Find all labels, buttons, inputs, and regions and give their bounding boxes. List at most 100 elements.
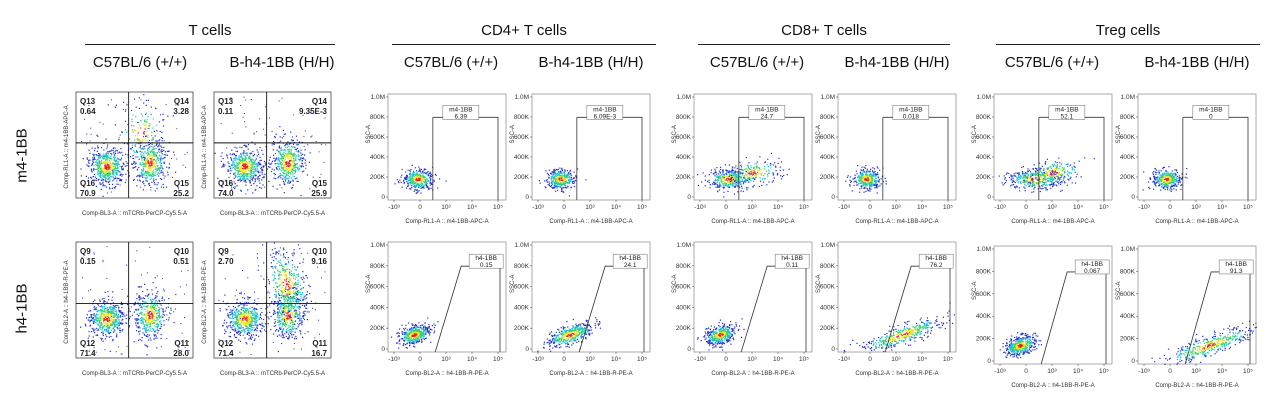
event-dot — [90, 127, 92, 129]
event-dot — [144, 344, 146, 346]
event-dot — [146, 176, 148, 178]
event-dot — [162, 183, 164, 185]
event-dot — [115, 351, 117, 353]
event-dot — [243, 308, 245, 310]
event-dot — [138, 147, 140, 149]
event-dot — [291, 273, 293, 275]
event-dot — [100, 177, 102, 179]
event-dot — [94, 318, 96, 320]
event-dot — [108, 316, 110, 318]
event-dot — [241, 165, 243, 167]
event-dot — [253, 133, 255, 135]
event-dot — [256, 149, 258, 151]
event-dot — [149, 123, 151, 125]
event-dot — [254, 323, 256, 325]
event-dot — [97, 173, 99, 175]
event-dot — [114, 177, 116, 179]
event-dot — [419, 179, 421, 181]
event-dot — [285, 296, 287, 298]
event-dot — [413, 184, 416, 186]
event-dot — [249, 307, 251, 309]
event-dot — [140, 127, 142, 129]
event-dot — [243, 330, 246, 332]
event-dot — [92, 336, 94, 338]
event-dot — [286, 146, 289, 148]
event-dot — [290, 274, 293, 277]
event-dot — [293, 146, 295, 148]
event-dot — [109, 173, 111, 176]
event-dot — [274, 153, 276, 155]
event-dot — [234, 167, 236, 169]
event-dot — [99, 170, 101, 173]
event-dot — [148, 319, 150, 321]
event-dot — [177, 348, 179, 350]
event-dot — [156, 124, 158, 126]
event-dot — [162, 278, 164, 280]
event-dot — [229, 172, 231, 175]
event-dot — [147, 171, 149, 173]
event-dot — [290, 332, 292, 335]
event-dot — [293, 316, 295, 318]
event-dot — [105, 330, 107, 332]
event-dot — [288, 281, 290, 283]
event-dot — [90, 319, 92, 321]
event-dot — [299, 306, 301, 309]
event-dot — [256, 171, 258, 173]
event-dot — [126, 143, 128, 145]
event-dot — [278, 297, 280, 299]
event-dot — [155, 316, 157, 318]
event-dot — [286, 174, 288, 176]
event-dot — [278, 293, 280, 295]
event-dot — [118, 316, 120, 318]
event-dot — [285, 170, 287, 172]
event-dot — [231, 154, 233, 156]
event-dot — [289, 171, 291, 174]
event-dot — [152, 138, 154, 140]
event-dot — [288, 161, 290, 163]
event-dot — [429, 175, 431, 177]
event-dot — [111, 187, 113, 189]
event-dot — [143, 156, 145, 158]
event-dot — [228, 342, 229, 344]
event-dot — [93, 157, 96, 159]
event-dot — [320, 143, 322, 145]
event-dot — [140, 286, 142, 288]
event-dot — [275, 278, 277, 280]
event-dot — [250, 160, 253, 162]
event-dot — [297, 305, 299, 307]
event-dot — [110, 154, 113, 156]
y-tick-label: 800K — [370, 114, 386, 121]
event-dot — [264, 162, 266, 164]
event-dot — [234, 157, 236, 159]
event-dot — [153, 155, 155, 157]
event-dot — [146, 345, 148, 347]
event-dot — [152, 328, 155, 330]
event-dot — [143, 298, 146, 300]
event-dot — [108, 157, 110, 159]
event-dot — [244, 323, 246, 325]
event-dot — [237, 326, 239, 328]
event-dot — [429, 177, 431, 179]
event-dot — [242, 315, 244, 317]
event-dot — [284, 274, 286, 276]
event-dot — [305, 304, 307, 306]
event-dot — [102, 156, 104, 158]
event-dot — [153, 159, 155, 161]
x-axis-label: Comp-BL3-A :: mTCRb-PerCP-Cy5.5-A — [82, 211, 187, 217]
event-dot — [249, 156, 251, 158]
event-dot — [94, 332, 96, 334]
event-dot — [233, 323, 235, 325]
event-dot — [278, 294, 281, 296]
event-dot — [285, 144, 287, 146]
event-dot — [92, 176, 94, 178]
event-dot — [121, 169, 123, 171]
event-dot — [119, 331, 121, 333]
event-dot — [228, 314, 230, 316]
event-dot — [88, 159, 90, 161]
event-dot — [151, 131, 153, 133]
event-dot — [285, 326, 287, 328]
event-dot — [426, 186, 428, 189]
event-dot — [170, 313, 172, 315]
event-dot — [146, 126, 148, 128]
event-dot — [285, 152, 287, 155]
